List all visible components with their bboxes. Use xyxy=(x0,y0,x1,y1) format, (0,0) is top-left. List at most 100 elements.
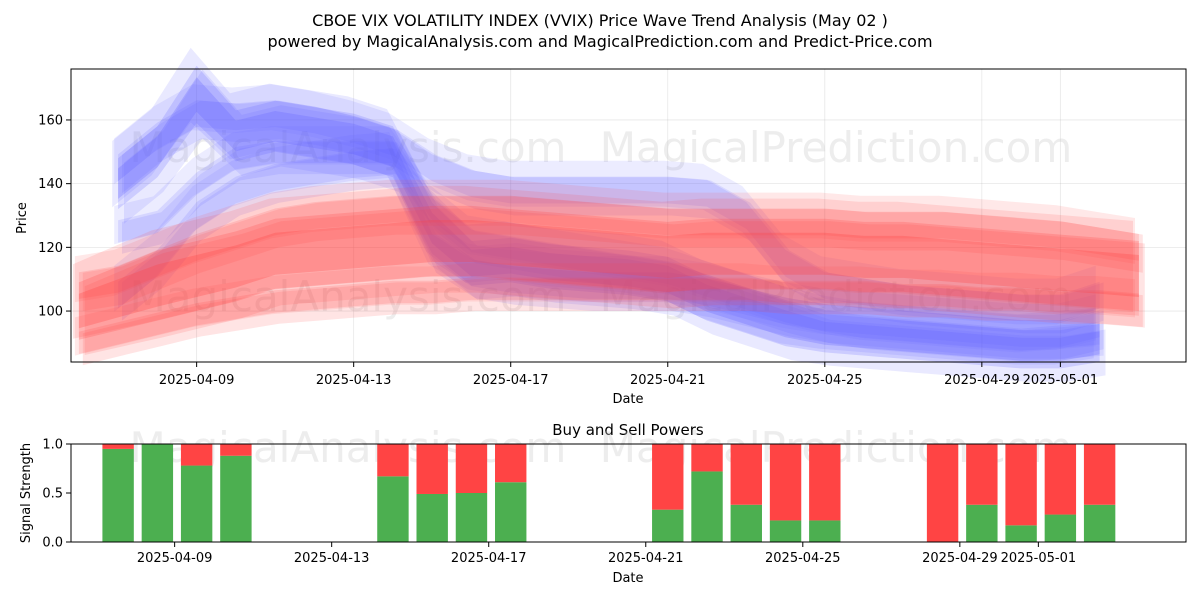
price-watermarks: MagicalAnalysis.com MagicalPrediction.co… xyxy=(130,123,1073,321)
sell-wave-upper-layer-1 xyxy=(82,196,1143,311)
signal-x-tick-label-5: 2025-04-29 xyxy=(922,551,998,566)
sell-wave-main-layer-1 xyxy=(84,208,1145,355)
signal-panel: Buy and Sell Powers MagicalAnalysis.com … xyxy=(19,421,1187,586)
price-panel: MagicalAnalysis.com MagicalPrediction.co… xyxy=(15,47,1187,407)
buy-wave-aux-layer-1 xyxy=(122,142,1104,362)
price-y-ticks: 100 120 140 160 xyxy=(38,113,71,320)
sell-bar-2025-04-21 xyxy=(652,444,684,510)
price-y-tick-label-1: 120 xyxy=(38,241,63,256)
price-y-tick-label-3: 160 xyxy=(38,113,63,128)
buy-bar-2025-04-23 xyxy=(730,504,762,542)
buy-bar-2025-04-29 xyxy=(966,504,998,542)
buy-bar-2025-04-15 xyxy=(416,493,448,542)
signal-y-tick-label-0: 0.0 xyxy=(42,536,63,551)
buy-bar-2025-04-24 xyxy=(769,520,802,542)
buy-wave-aux-layer-0 xyxy=(114,126,1096,353)
sell-bar-2025-04-28 xyxy=(926,444,959,542)
signal-x-axis-label: Date xyxy=(612,571,643,586)
price-x-axis-label: Date xyxy=(612,392,643,407)
buy-bar-2025-04-08 xyxy=(141,444,174,542)
buy-bar-2025-04-14 xyxy=(377,476,409,542)
signal-bars xyxy=(102,444,1116,542)
sell-bar-2025-04-16 xyxy=(455,444,488,493)
buy-bar-2025-04-30 xyxy=(1005,525,1037,542)
sell-bar-2025-04-22 xyxy=(691,444,723,472)
price-x-tick-label-2: 2025-04-17 xyxy=(473,373,549,388)
buy-bar-2025-05-02 xyxy=(1083,504,1116,542)
sell-wave-upper-layer-0 xyxy=(74,179,1135,303)
buy-bar-2025-04-22 xyxy=(691,471,723,542)
sell-bar-2025-04-24 xyxy=(769,444,802,521)
signal-y-tick-label-2: 1.0 xyxy=(42,438,63,453)
price-y-tick-label-2: 140 xyxy=(38,177,63,192)
sell-bar-2025-04-14 xyxy=(377,444,409,477)
signal-x-tick-label-6: 2025-05-01 xyxy=(1001,551,1077,566)
buy-bar-2025-04-16 xyxy=(455,493,488,542)
buy-wave-upper-layer-1 xyxy=(122,100,1104,334)
price-y-axis-label: Price xyxy=(15,202,30,234)
sell-bar-2025-04-23 xyxy=(730,444,762,505)
price-x-tick-label-5: 2025-04-29 xyxy=(944,373,1020,388)
buy-bar-2025-04-07 xyxy=(102,448,134,542)
sell-wave-main-layer-2 xyxy=(78,205,1139,340)
sell-wave-upper-layer-2 xyxy=(78,195,1139,299)
buy-bar-2025-05-01 xyxy=(1044,514,1077,542)
signal-x-tick-label-0: 2025-04-09 xyxy=(137,551,213,566)
sell-wave-main-layer-3 xyxy=(78,220,1139,329)
buy-wave-lower-layer-0 xyxy=(114,132,1096,350)
signal-x-tick-label-1: 2025-04-13 xyxy=(294,551,370,566)
price-x-tick-label-0: 2025-04-09 xyxy=(159,373,235,388)
price-x-tick-label-1: 2025-04-13 xyxy=(316,373,392,388)
buy-wave-upper-layer-0 xyxy=(114,84,1096,325)
sell-bar-2025-04-17 xyxy=(495,444,527,483)
sell-bar-2025-04-10 xyxy=(220,444,252,456)
price-grid xyxy=(71,69,1186,362)
buy-wave-lower-layer-2 xyxy=(118,148,1100,347)
price-plot-border xyxy=(70,68,1187,363)
sell-wave-main-layer-0 xyxy=(73,185,1133,339)
sell-bar-2025-04-30 xyxy=(1005,444,1037,526)
buy-bar-2025-04-09 xyxy=(180,465,213,542)
price-y-tick-label-0: 100 xyxy=(38,305,63,320)
sell-bar-2025-05-02 xyxy=(1083,444,1116,505)
buy-bar-2025-04-10 xyxy=(220,455,252,542)
sell-wave-lower-layer-2 xyxy=(78,277,1139,354)
price-plot-frame xyxy=(71,69,1186,362)
sell-bar-2025-04-09 xyxy=(180,444,213,466)
buy-wave-main-layer-2 xyxy=(118,65,1100,369)
sell-wave-lower-layer-1 xyxy=(82,279,1143,366)
signal-y-tick-label-1: 0.5 xyxy=(42,487,63,502)
signal-x-ticks: 2025-04-09 2025-04-13 2025-04-17 2025-04-21… xyxy=(137,542,1076,566)
price-x-ticks: 2025-04-09 2025-04-13 2025-04-17 2025-04-21… xyxy=(159,362,1098,388)
price-x-tick-label-3: 2025-04-21 xyxy=(630,373,706,388)
buy-wave-main-layer-0 xyxy=(112,47,1094,365)
watermark-analysis-2: MagicalAnalysis.com xyxy=(130,272,567,321)
signal-x-tick-label-2: 2025-04-17 xyxy=(451,551,527,566)
buy-wave-main-layer-1 xyxy=(124,69,1106,382)
watermark-prediction: MagicalPrediction.com xyxy=(600,123,1073,172)
signal-title: Buy and Sell Powers xyxy=(552,421,704,439)
price-x-tick-label-4: 2025-04-25 xyxy=(787,373,863,388)
signal-x-tick-label-3: 2025-04-21 xyxy=(608,551,684,566)
sell-bar-2025-04-25 xyxy=(809,444,841,521)
signal-x-tick-label-4: 2025-04-25 xyxy=(765,551,841,566)
sell-wave-lower-layer-0 xyxy=(74,263,1135,356)
buy-bar-2025-04-25 xyxy=(809,520,841,542)
sell-bar-2025-04-29 xyxy=(966,444,998,505)
watermark-prediction-2: MagicalPrediction.com xyxy=(600,272,1073,321)
signal-y-axis-label: Signal Strength xyxy=(19,443,34,543)
sell-bar-2025-04-07 xyxy=(102,444,134,449)
signal-plot-frame xyxy=(71,444,1186,542)
buy-wave-upper-layer-2 xyxy=(118,100,1100,322)
buy-bar-2025-04-21 xyxy=(652,509,684,542)
chart-title: CBOE VIX VOLATILITY INDEX (VVIX) Price W… xyxy=(312,11,888,30)
sell-bar-2025-04-15 xyxy=(416,444,448,494)
price-wave-bands xyxy=(73,47,1145,382)
buy-wave-aux-layer-2 xyxy=(118,140,1100,351)
watermark-analysis: MagicalAnalysis.com xyxy=(130,123,567,172)
buy-wave-lower-layer-1 xyxy=(122,148,1104,359)
chart-subtitle: powered by MagicalAnalysis.com and Magic… xyxy=(267,32,932,51)
signal-y-ticks: 0.0 0.5 1.0 xyxy=(42,438,71,551)
buy-wave-main-layer-3 xyxy=(118,77,1100,361)
